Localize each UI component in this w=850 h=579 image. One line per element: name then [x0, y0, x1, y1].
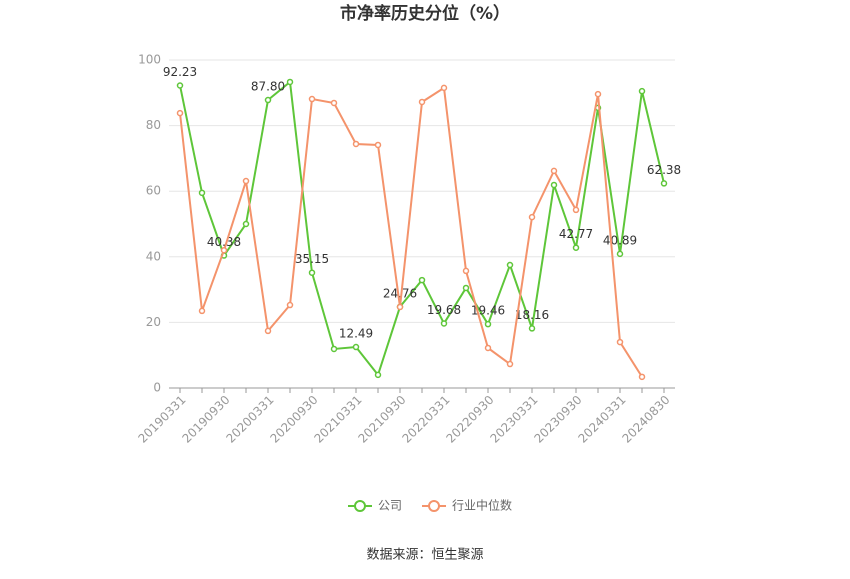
- data-point: [484, 344, 492, 352]
- data-point: [352, 343, 360, 351]
- data-point: [396, 303, 404, 311]
- legend-label: 公司: [378, 499, 402, 513]
- legend-marker: [428, 500, 441, 512]
- data-point: [330, 345, 338, 353]
- data-label: 40.89: [603, 233, 637, 247]
- data-point: [462, 284, 470, 292]
- data-label: 92.23: [163, 65, 197, 79]
- data-point: [264, 96, 272, 104]
- legend-marker: [354, 500, 366, 512]
- x-tick-label: 20240830: [620, 393, 673, 446]
- data-point: [176, 82, 184, 89]
- data-point: [594, 90, 602, 98]
- data-point: [418, 98, 426, 106]
- data-point: [484, 320, 492, 328]
- data-point: [308, 269, 316, 276]
- y-tick-label: 60: [146, 184, 161, 198]
- data-point: [374, 371, 382, 379]
- y-tick-label: 100: [138, 53, 161, 67]
- data-label: 19.68: [427, 303, 461, 317]
- data-point: [660, 180, 668, 187]
- chart-title: 市净率历史分位（%）: [340, 3, 510, 24]
- data-point: [616, 338, 624, 346]
- data-point: [528, 325, 536, 332]
- data-point: [440, 320, 448, 327]
- data-point: [198, 307, 206, 315]
- data-point: [198, 189, 206, 197]
- data-point: [550, 181, 558, 189]
- data-point: [264, 327, 272, 335]
- data-label: 42.77: [559, 227, 593, 241]
- y-tick-label: 40: [146, 249, 161, 263]
- data-label: 18.16: [515, 308, 549, 322]
- data-label: 35.15: [295, 252, 329, 266]
- data-point: [286, 301, 294, 309]
- source: 数据来源：恒生聚源: [366, 548, 483, 563]
- data-point: [176, 109, 184, 117]
- data-point: [330, 99, 338, 107]
- data-point: [506, 261, 514, 269]
- data-label: 12.49: [339, 327, 373, 341]
- data-point: [374, 141, 382, 149]
- data-point: [572, 206, 580, 214]
- data-point: [638, 87, 646, 95]
- data-label: 87.80: [251, 80, 285, 94]
- data-label: 62.38: [647, 163, 681, 177]
- y-tick-label: 0: [153, 381, 161, 395]
- data-point: [220, 246, 228, 254]
- y-tick-label: 80: [146, 118, 161, 132]
- data-point: [242, 177, 250, 185]
- y-tick-label: 20: [146, 315, 161, 329]
- data-point: [506, 360, 514, 368]
- data-point: [462, 267, 470, 275]
- data-label: 19.46: [471, 304, 505, 318]
- data-point: [418, 276, 426, 284]
- series-line: [179, 86, 643, 378]
- data-point: [242, 220, 250, 228]
- data-point: [352, 140, 360, 148]
- data-point: [440, 84, 448, 92]
- legend-label: 行业中位数: [452, 498, 512, 513]
- data-point: [616, 250, 624, 258]
- data-label: 40.38: [207, 235, 241, 249]
- data-point: [550, 167, 558, 175]
- data-label: 24.76: [383, 286, 417, 300]
- data-point: [638, 373, 646, 381]
- data-point: [572, 244, 580, 251]
- data-point: [308, 95, 316, 103]
- data-point: [286, 78, 294, 86]
- data-point: [528, 213, 536, 221]
